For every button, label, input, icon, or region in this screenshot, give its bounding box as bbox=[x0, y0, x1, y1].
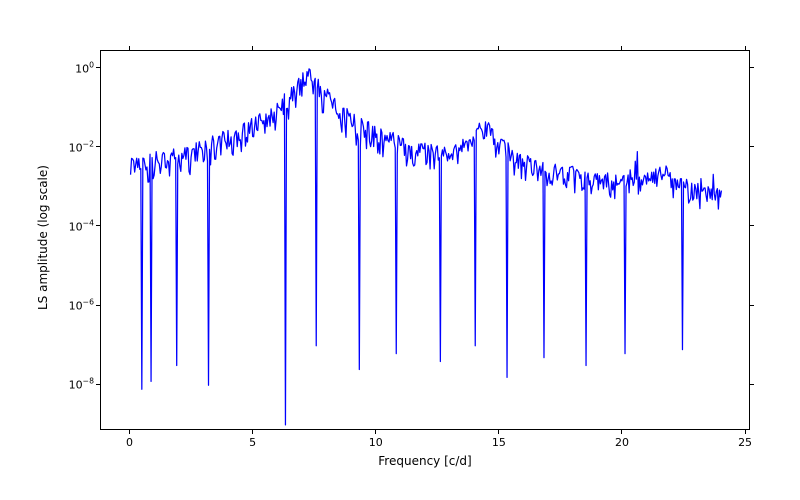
y-axis-label: LS amplitude (log scale) bbox=[36, 165, 50, 310]
xtick-mark bbox=[129, 430, 130, 434]
xtick-mark bbox=[621, 46, 622, 50]
ytick-label: 10−6 bbox=[58, 298, 94, 313]
axes-frame bbox=[100, 50, 750, 430]
ytick-label: 10−4 bbox=[58, 219, 94, 234]
xtick-label: 25 bbox=[738, 436, 752, 449]
spectrum-path bbox=[131, 69, 722, 425]
ytick-mark bbox=[750, 67, 754, 68]
xtick-label: 10 bbox=[369, 436, 383, 449]
xtick-label: 20 bbox=[615, 436, 629, 449]
ytick-mark bbox=[96, 146, 100, 147]
ytick-mark bbox=[96, 225, 100, 226]
ytick-label: 10−2 bbox=[58, 140, 94, 155]
ytick-mark bbox=[750, 384, 754, 385]
xtick-mark bbox=[745, 430, 746, 434]
ytick-mark bbox=[96, 305, 100, 306]
ytick-mark bbox=[750, 305, 754, 306]
xtick-mark bbox=[621, 430, 622, 434]
ytick-label: 10−8 bbox=[58, 377, 94, 392]
xtick-label: 5 bbox=[249, 436, 256, 449]
periodogram-line bbox=[101, 51, 751, 431]
ytick-label: 100 bbox=[58, 60, 94, 75]
x-axis-label: Frequency [c/d] bbox=[378, 454, 471, 468]
ytick-mark bbox=[750, 146, 754, 147]
figure: Frequency [c/d] LS amplitude (log scale)… bbox=[0, 0, 800, 500]
ytick-mark bbox=[96, 384, 100, 385]
ytick-mark bbox=[96, 67, 100, 68]
xtick-mark bbox=[375, 46, 376, 50]
xtick-mark bbox=[498, 430, 499, 434]
xtick-mark bbox=[498, 46, 499, 50]
xtick-label: 0 bbox=[126, 436, 133, 449]
xtick-mark bbox=[252, 430, 253, 434]
xtick-label: 15 bbox=[492, 436, 506, 449]
xtick-mark bbox=[252, 46, 253, 50]
xtick-mark bbox=[129, 46, 130, 50]
ytick-mark bbox=[750, 225, 754, 226]
xtick-mark bbox=[745, 46, 746, 50]
xtick-mark bbox=[375, 430, 376, 434]
